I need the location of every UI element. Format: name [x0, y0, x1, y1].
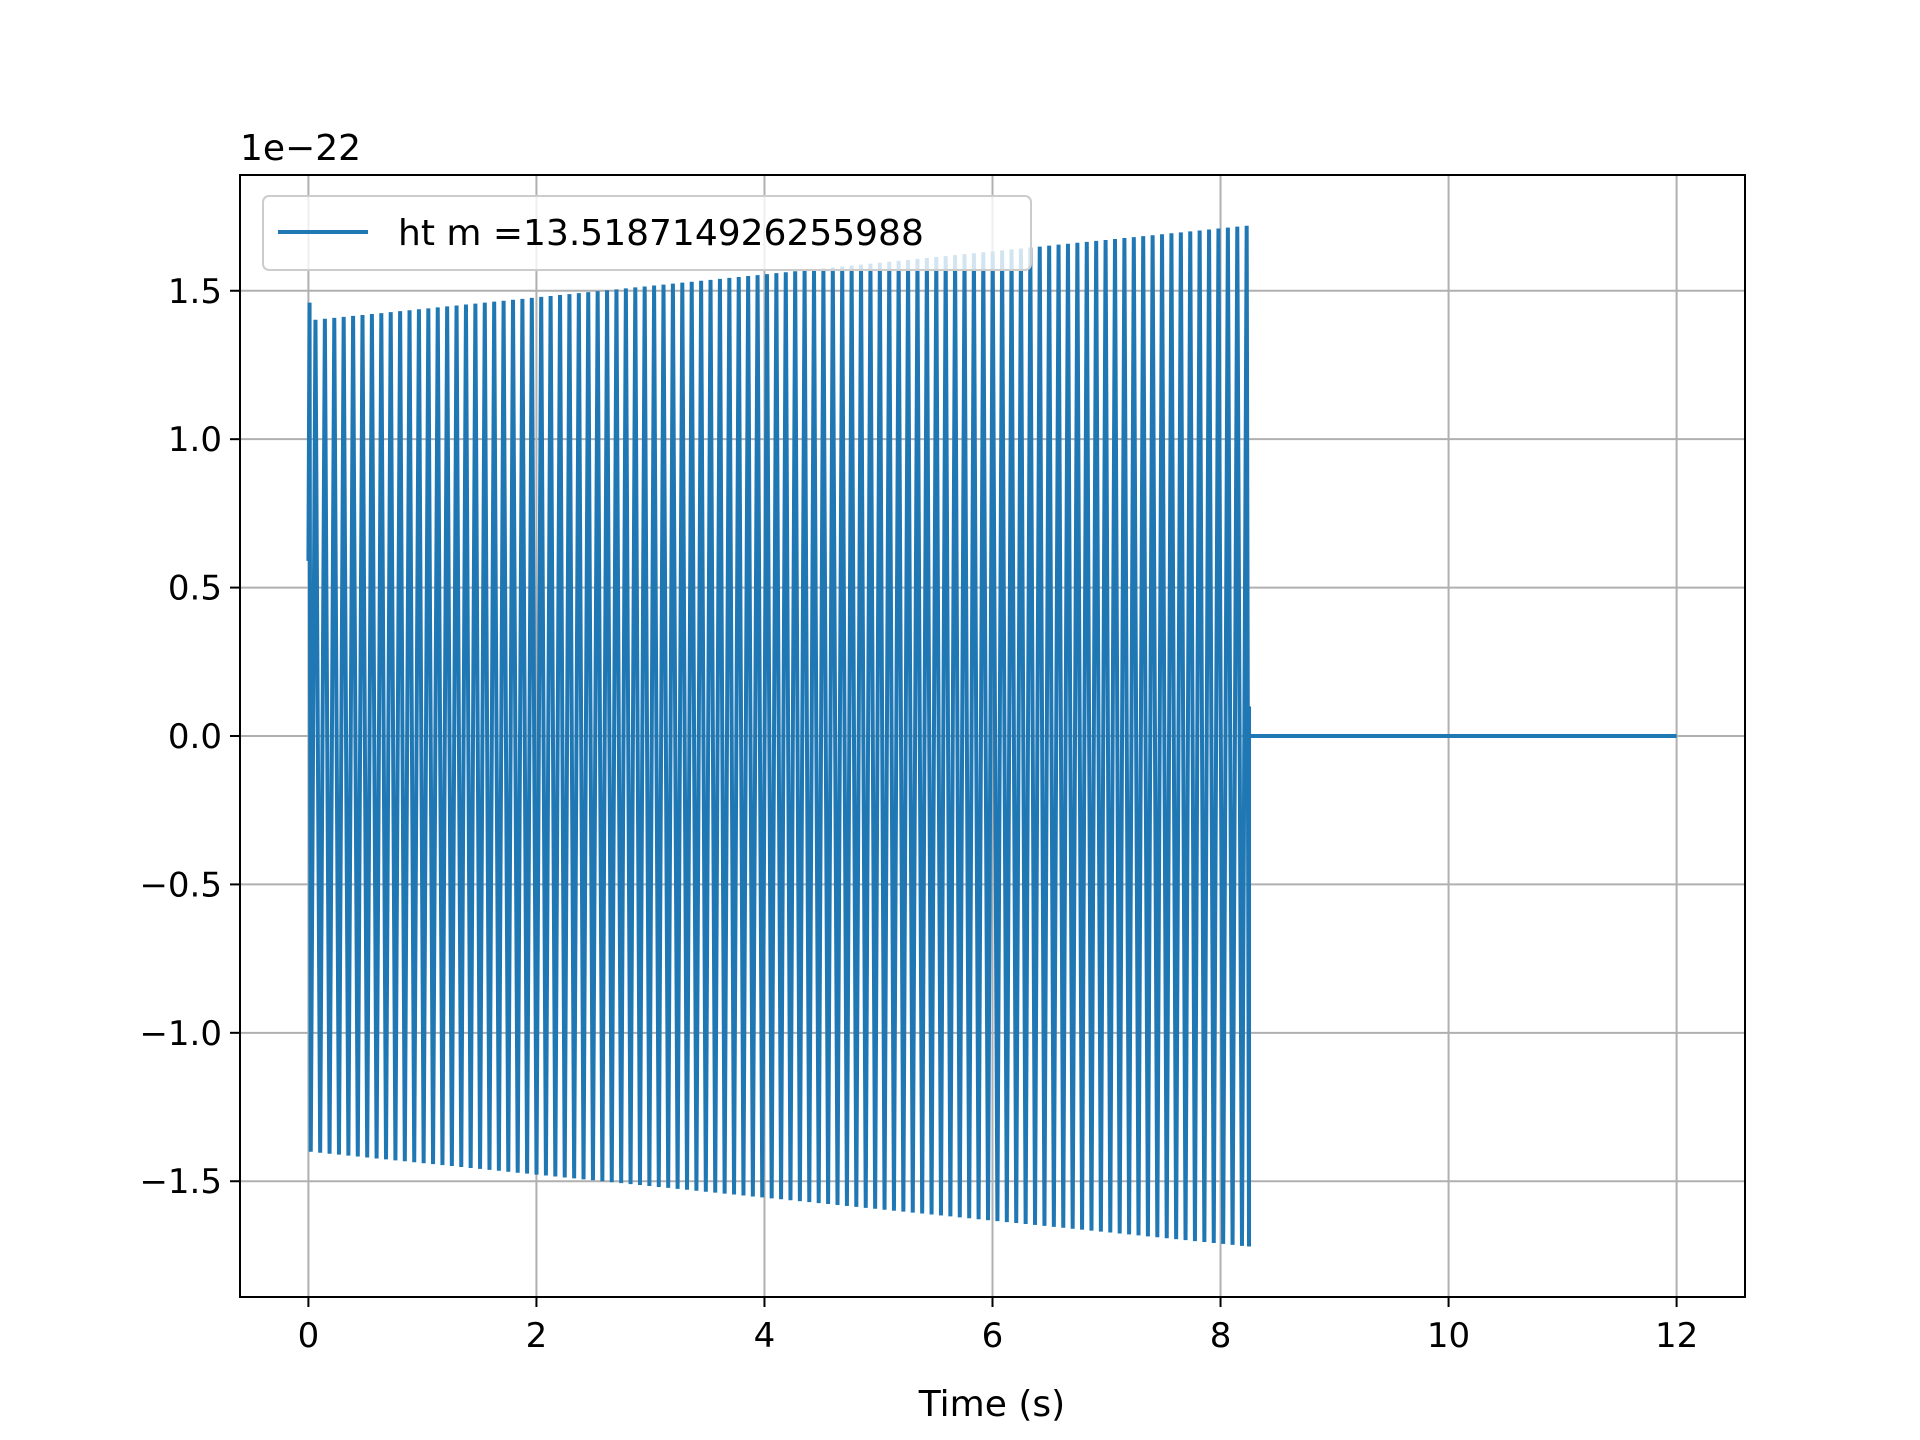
- x-tick-label: 0: [298, 1316, 320, 1356]
- y-tick-label: −1.5: [139, 1162, 222, 1202]
- legend: ht m =13.518714926255988: [262, 195, 1032, 271]
- y-tick-label: −0.5: [139, 865, 222, 905]
- x-tick-label: 6: [982, 1316, 1004, 1356]
- axis-ticks: 0 2 4 6 8 10 12 −1.5 −1.0 −0.5 0.0 0.5 1.0 1.5: [139, 272, 1698, 1356]
- series-line: [306, 225, 1677, 1247]
- y-tick-label: 0.5: [168, 569, 222, 609]
- x-tick-label: 8: [1210, 1316, 1232, 1356]
- x-tick-label: 12: [1655, 1316, 1698, 1356]
- x-tick-label: 4: [754, 1316, 776, 1356]
- y-tick-label: 1.5: [168, 272, 222, 312]
- legend-label: ht m =13.518714926255988: [398, 213, 924, 254]
- y-tick-label: 1.0: [168, 420, 222, 460]
- x-tick-label: 10: [1427, 1316, 1470, 1356]
- x-tick-label: 2: [526, 1316, 548, 1356]
- x-axis-label: Time (s): [918, 1384, 1065, 1425]
- series-lines: [306, 225, 1677, 1247]
- legend-box: [262, 195, 1032, 271]
- y-tick-label: 0.0: [168, 717, 222, 757]
- y-tick-label: −1.0: [139, 1014, 222, 1054]
- y-offset-label: 1e−22: [240, 128, 361, 169]
